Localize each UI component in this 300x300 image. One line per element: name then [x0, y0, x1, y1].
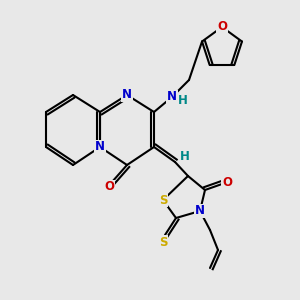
- Text: O: O: [104, 181, 114, 194]
- Text: N: N: [195, 205, 205, 218]
- Text: N: N: [95, 140, 105, 154]
- Text: S: S: [159, 236, 167, 248]
- Text: O: O: [222, 176, 232, 188]
- Text: N: N: [122, 88, 132, 101]
- Text: H: H: [178, 94, 188, 106]
- Text: O: O: [217, 20, 227, 34]
- Text: S: S: [159, 194, 167, 206]
- Text: N: N: [167, 91, 177, 103]
- Text: H: H: [180, 151, 190, 164]
